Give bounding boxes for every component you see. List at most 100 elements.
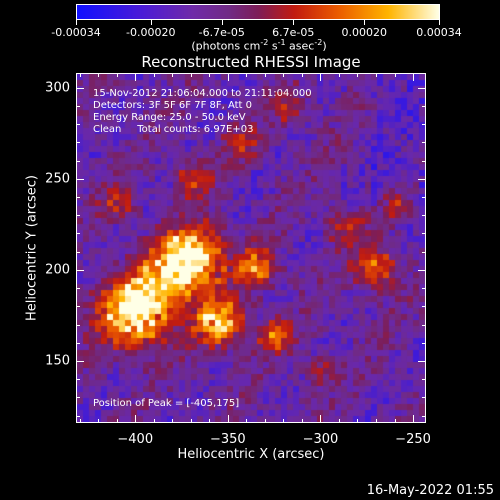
y-minor-tick [76,196,80,198]
x-minor-tick [264,419,266,423]
colorbar-tick [439,20,440,25]
y-tick [418,87,426,89]
plot-frame [76,73,426,423]
y-tick-label: 250 [45,171,70,187]
y-minor-tick [76,160,80,162]
y-minor-tick [422,160,426,162]
x-minor-tick [153,73,155,77]
x-minor-tick [301,419,303,423]
x-minor-tick [209,419,211,423]
x-minor-tick [153,419,155,423]
x-minor-tick [116,73,118,77]
y-tick-label: 150 [45,353,70,369]
x-minor-tick [172,419,174,423]
detectors-text: Detectors: 3F 5F 6F 7F 8F, Att 0 [93,100,253,111]
y-minor-tick [76,105,80,107]
y-minor-tick [422,379,426,381]
y-minor-tick [76,306,80,308]
y-tick [76,361,84,363]
y-minor-tick [422,215,426,217]
x-minor-tick [190,419,192,423]
energy-range-text: Energy Range: 25.0 - 50.0 keV [93,112,246,123]
y-minor-tick [76,142,80,144]
colorbar-tick [293,20,295,25]
x-minor-tick [283,419,285,423]
y-tick [418,361,426,363]
x-minor-tick [394,73,396,77]
colorbar-tick-label: -0.00020 [126,26,176,39]
y-minor-tick [422,288,426,290]
y-minor-tick [422,142,426,144]
x-tick [320,415,322,423]
y-minor-tick [76,124,80,126]
colorbar-tick [150,20,152,25]
y-tick [76,269,84,271]
y-minor-tick [76,288,80,290]
x-tick [227,415,229,423]
x-minor-tick [246,419,248,423]
x-minor-tick [172,73,174,77]
x-tick-label: −350 [209,432,246,447]
x-minor-tick [98,419,100,423]
x-minor-tick [376,419,377,423]
y-tick-label: 300 [45,80,70,96]
x-axis-label: Heliocentric X (arcsec) [177,447,325,462]
colorbar-tick-label: 6.7e-05 [272,26,315,39]
y-minor-tick [76,251,80,253]
x-minor-tick [357,73,359,77]
colorbar-tick-label: 0.00020 [341,26,388,39]
y-tick [418,178,426,180]
y-minor-tick [422,397,426,399]
colorbar-tick [364,20,366,25]
y-axis-label: Heliocentric Y (arcsec) [24,175,40,321]
colorbar-tick-label: -6.7e-05 [198,26,245,39]
y-tick [418,269,426,271]
y-minor-tick [76,324,80,326]
y-minor-tick [422,251,426,253]
colorbar [76,4,440,20]
x-tick-label: −400 [117,432,154,447]
y-tick [76,178,84,180]
y-minor-tick [422,324,426,326]
x-minor-tick [190,73,192,77]
y-minor-tick [422,196,426,198]
x-minor-tick [116,419,118,423]
colorbar-tick-label: -0.00034 [51,26,101,39]
x-minor-tick [209,73,211,77]
plot-title: Reconstructed RHESSI Image [141,53,361,71]
x-minor-tick [283,73,285,77]
x-minor-tick [394,419,396,423]
y-minor-tick [76,397,80,399]
colorbar-tick [221,20,223,25]
x-minor-tick [79,73,81,77]
y-minor-tick [422,306,426,308]
x-minor-tick [357,419,359,423]
x-minor-tick [338,419,340,423]
x-minor-tick [264,73,266,77]
colorbar-tick [76,20,77,25]
time-range-text: 15-Nov-2012 21:06:04.000 to 21:11:04.000 [93,88,312,99]
timestamp: 16-May-2022 01:55 [366,483,494,498]
y-minor-tick [422,105,426,107]
y-minor-tick [76,379,80,381]
y-tick [76,87,84,89]
rhessi-image [77,74,425,422]
x-tick-label: −250 [395,432,431,447]
x-tick-label: −300 [302,432,339,447]
colorbar-tick-label: 0.00034 [416,26,462,39]
x-minor-tick [376,73,377,77]
x-tick [320,73,322,81]
y-minor-tick [76,215,80,217]
x-minor-tick [338,73,340,77]
x-minor-tick [79,419,81,423]
y-minor-tick [76,233,80,235]
y-minor-tick [76,415,80,417]
y-minor-tick [422,124,426,126]
y-minor-tick [422,233,426,235]
x-tick [135,73,137,81]
x-minor-tick [246,73,248,77]
y-minor-tick [422,342,426,344]
colorbar-units: (photons cm-2 s-1 asec-2) [191,38,327,53]
y-minor-tick [76,342,80,344]
x-tick [413,415,415,423]
